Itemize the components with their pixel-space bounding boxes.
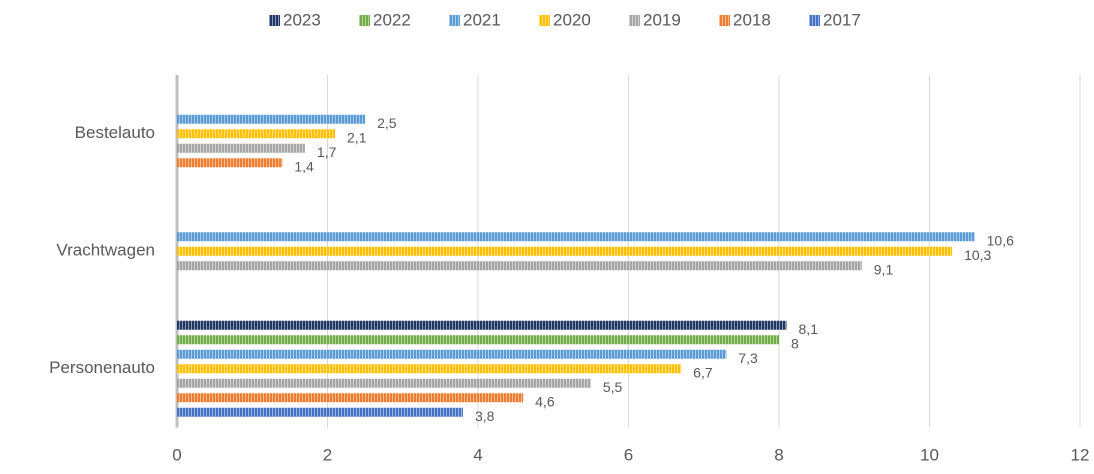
x-tick-label: 2 — [323, 445, 332, 464]
value-label: 1,7 — [317, 144, 337, 160]
legend-label: 2023 — [283, 10, 321, 29]
bar — [177, 335, 779, 345]
x-tick-label: 6 — [624, 445, 633, 464]
bar — [177, 158, 283, 168]
value-label: 10,6 — [987, 232, 1014, 248]
bar — [177, 378, 591, 388]
bar — [177, 261, 862, 271]
bar — [177, 364, 682, 374]
value-label: 2,1 — [347, 129, 367, 145]
value-label: 10,3 — [964, 247, 991, 263]
legend-swatch — [629, 15, 640, 26]
x-tick-label: 4 — [473, 445, 482, 464]
y-tick-label: Personenauto — [49, 358, 155, 377]
legend-label: 2020 — [553, 10, 591, 29]
bar — [177, 114, 366, 124]
y-tick-label: Vrachtwagen — [56, 241, 155, 260]
x-tick-label: 10 — [920, 445, 939, 464]
legend-swatch — [719, 15, 730, 26]
value-label: 9,1 — [874, 261, 894, 277]
legend-swatch — [449, 15, 460, 26]
value-label: 6,7 — [693, 364, 713, 380]
value-label: 5,5 — [603, 379, 623, 395]
value-label: 8,1 — [799, 321, 819, 337]
value-label: 2,5 — [377, 115, 397, 131]
bar — [177, 349, 727, 359]
legend-swatch — [359, 15, 370, 26]
bar — [177, 320, 787, 330]
bar — [177, 393, 524, 403]
y-tick-label: Bestelauto — [75, 123, 155, 142]
legend-label: 2018 — [733, 10, 771, 29]
bar — [177, 232, 975, 242]
value-label: 3,8 — [475, 408, 495, 424]
legend-label: 2021 — [463, 10, 501, 29]
bar — [177, 407, 463, 417]
x-tick-label: 8 — [774, 445, 783, 464]
bar — [177, 246, 953, 256]
x-tick-label: 12 — [1071, 445, 1090, 464]
value-label: 1,4 — [294, 158, 314, 174]
legend-label: 2022 — [373, 10, 411, 29]
value-label: 4,6 — [535, 393, 555, 409]
legend-swatch — [539, 15, 550, 26]
value-label: 7,3 — [738, 350, 758, 366]
legend-swatch — [269, 15, 280, 26]
legend-label: 2019 — [643, 10, 681, 29]
value-label: 8 — [791, 335, 799, 351]
legend-label: 2017 — [823, 10, 861, 29]
bar — [177, 143, 305, 153]
bar — [177, 129, 336, 139]
legend-swatch — [809, 15, 820, 26]
x-tick-label: 0 — [172, 445, 181, 464]
